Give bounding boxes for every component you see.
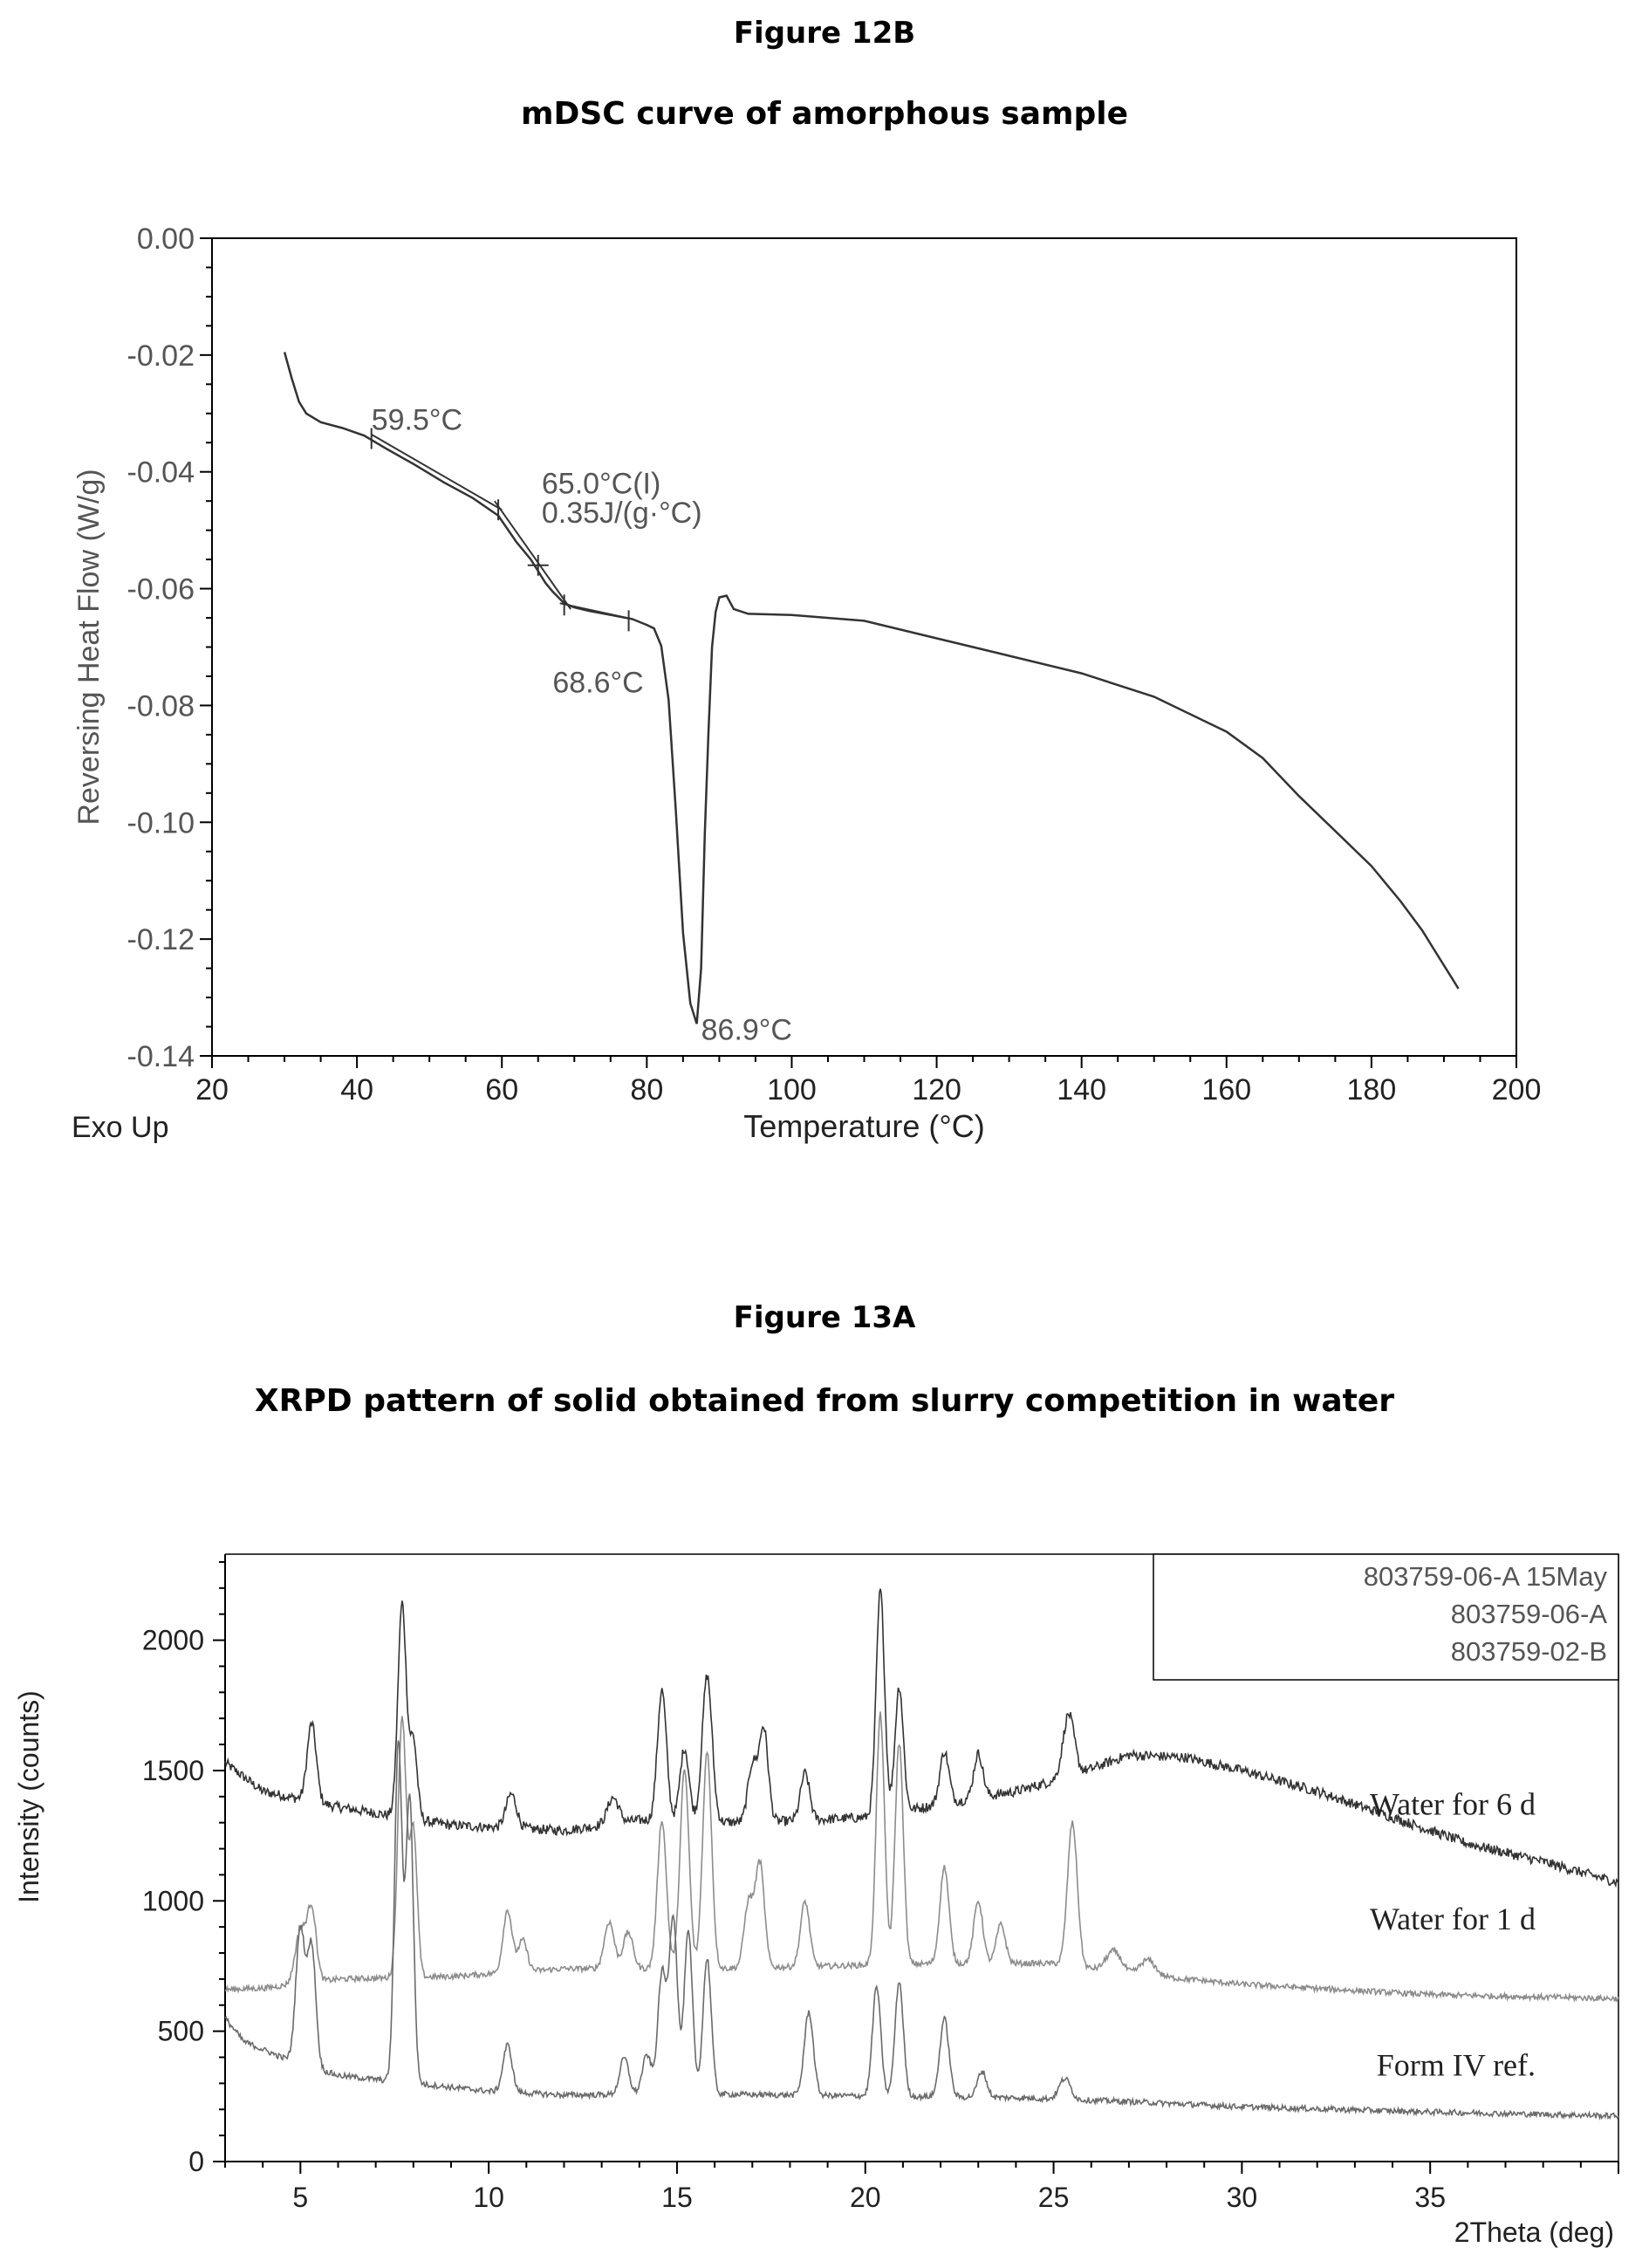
series-label-1d: Water for 1 d <box>1370 1901 1536 1936</box>
xrpd-chart: 5 10 15 20 25 30 35 0 500 1000 1500 2000 2Theta (deg… <box>13 1553 1619 2248</box>
legend-entry: 803759-06-A <box>1451 1599 1608 1629</box>
dsc-chart: 20 40 60 80 100 120 140 160 180 200 0.00 -0.02 -0.04… <box>72 223 1542 1144</box>
x-tick-label: 15 <box>661 2182 693 2213</box>
xrpd-trace-1 <box>224 1588 1619 1888</box>
x-tick-label: 100 <box>767 1073 817 1107</box>
y-tick-label: -0.12 <box>127 923 195 956</box>
x-tick-label: 60 <box>485 1073 518 1107</box>
y-tick-label: 0.00 <box>137 223 195 256</box>
dsc-curve <box>283 352 1460 1024</box>
y-axis-label: Reversing Heat Flow (W/g) <box>72 469 106 825</box>
y-tick-label: -0.14 <box>127 1040 195 1073</box>
legend-entry: 803759-06-A 15May <box>1364 1561 1608 1592</box>
x-tick-label: 180 <box>1347 1073 1397 1107</box>
y-tick-label: 0 <box>188 2146 204 2177</box>
x-tick-label: 35 <box>1414 2182 1446 2213</box>
y-tick-label: -0.10 <box>127 806 195 839</box>
x-axis-label: 2Theta (deg) <box>1454 2217 1614 2248</box>
x-tick-label: 160 <box>1201 1073 1251 1107</box>
y-tick-label: 500 <box>158 2016 204 2047</box>
curve-annotation: 0.35J/(g·°C) <box>542 497 702 530</box>
legend-box <box>1153 1553 1619 1681</box>
series-label-6d: Water for 6 d <box>1370 1787 1536 1822</box>
x-tick-label: 200 <box>1492 1073 1542 1107</box>
figure-12b-caption: mDSC curve of amorphous sample <box>520 96 1129 132</box>
x-tick-label: 40 <box>340 1073 373 1107</box>
x-tick-label: 20 <box>850 2182 881 2213</box>
curve-annotation: 65.0°C(I) <box>542 467 660 500</box>
plot-frame <box>211 237 1517 1057</box>
x-tick-label: 20 <box>195 1073 229 1107</box>
curve-annotation: 68.6°C <box>552 667 643 700</box>
xrpd-trace-3 <box>224 1740 1619 2121</box>
tangent-line <box>494 500 571 610</box>
y-tick-label: 1500 <box>142 1755 204 1786</box>
x-tick-label: 5 <box>292 2182 308 2213</box>
legend-entry: 803759-02-B <box>1451 1636 1607 1667</box>
x-tick-label: 25 <box>1038 2182 1070 2213</box>
y-tick-label: 2000 <box>142 1625 204 1656</box>
y-tick-label: -0.06 <box>127 573 195 606</box>
x-tick-label: 30 <box>1227 2182 1258 2213</box>
series-label-form-iv: Form IV ref. <box>1377 2047 1536 2082</box>
x-tick-label: 140 <box>1057 1073 1106 1107</box>
y-axis-label: Intensity (counts) <box>13 1690 44 1903</box>
xrpd-trace-2 <box>224 1711 1619 2003</box>
x-tick-label: 120 <box>912 1073 961 1107</box>
y-tick-label: -0.02 <box>127 339 195 373</box>
tangent-line <box>371 434 503 511</box>
curve-annotation: 86.9°C <box>701 1013 792 1046</box>
figure-13a-number: Figure 13A <box>733 1300 916 1335</box>
x-tick-label: 80 <box>630 1073 663 1107</box>
curve-annotation: 59.5°C <box>372 404 462 437</box>
legend: 803759-06-A 15May 803759-06-A 803759-02-B <box>1153 1553 1619 1681</box>
tangent-line <box>559 602 633 620</box>
x-tick-label: 10 <box>473 2182 504 2213</box>
y-tick-label: -0.04 <box>127 456 195 490</box>
figure-13a-caption: XRPD pattern of solid obtained from slur… <box>254 1383 1395 1419</box>
figure-12b-number: Figure 12B <box>733 16 916 51</box>
y-tick-label: -0.08 <box>127 689 195 723</box>
x-axis-label: Temperature (°C) <box>743 1108 984 1144</box>
y-tick-label: 1000 <box>142 1885 204 1916</box>
exo-up-label: Exo Up <box>72 1111 169 1144</box>
